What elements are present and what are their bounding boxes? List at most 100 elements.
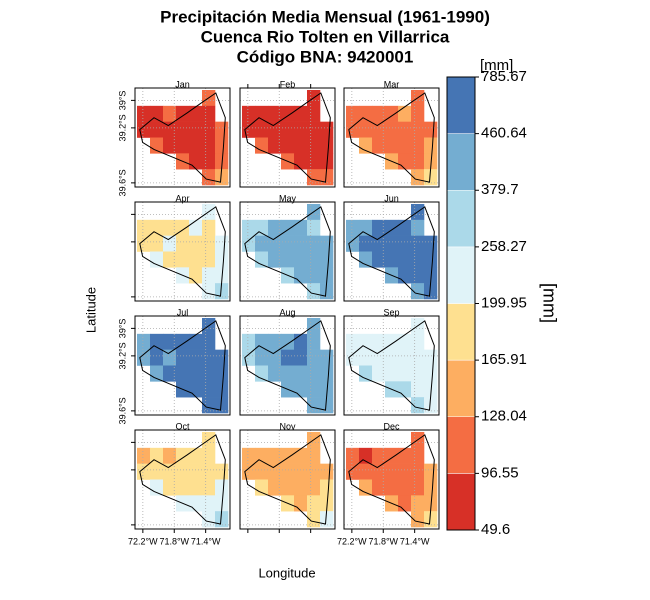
raster-cell: [202, 105, 216, 122]
raster-cell: [294, 219, 308, 236]
raster-cell: [294, 333, 308, 350]
raster-cell: [294, 479, 308, 496]
raster-cell: [372, 105, 386, 122]
raster-cell: [359, 365, 373, 382]
raster-cell: [255, 463, 269, 480]
raster-cell: [189, 447, 203, 464]
legend-label: 379.7: [481, 181, 519, 198]
basin-outline: [348, 320, 435, 411]
raster-cell: [294, 381, 308, 398]
raster-cell: [320, 495, 334, 512]
legend-label: 49.6: [481, 521, 510, 538]
x-tick-label: 71.4°W: [400, 536, 430, 546]
raster-cell: [424, 121, 438, 138]
raster-cell: [189, 219, 203, 236]
panel-title: Feb: [280, 79, 296, 89]
raster-cell: [372, 333, 386, 350]
raster-cell: [385, 349, 399, 366]
raster-cell: [398, 137, 412, 154]
basin-outline: [139, 434, 226, 525]
raster-cell: [150, 479, 164, 496]
raster-cell: [411, 267, 425, 284]
raster-cell: [189, 137, 203, 154]
panel-title: Oct: [175, 421, 190, 431]
y-tick-label: 39°S: [117, 91, 127, 111]
legend-label: 785.67: [481, 68, 527, 85]
x-tick-label: 72.2°W: [337, 536, 367, 546]
raster-cell: [163, 251, 177, 268]
raster-cell: [294, 365, 308, 382]
raster-cell: [189, 365, 203, 382]
raster-cell: [398, 381, 412, 398]
raster-cell: [150, 137, 164, 154]
raster-cell: [215, 153, 229, 170]
panel-border: [239, 87, 336, 188]
raster-cell: [359, 235, 373, 252]
title-line: Código BNA: 9420001: [237, 47, 414, 66]
legend-label: 96.55: [481, 464, 519, 481]
raster-cell: [189, 349, 203, 366]
raster-cell: [202, 381, 216, 398]
raster-cell: [281, 121, 295, 138]
basin-outline: [348, 206, 435, 297]
basin-outline: [139, 206, 226, 297]
raster-cell: [268, 137, 282, 154]
raster-cell: [411, 365, 425, 382]
raster-cell: [281, 479, 295, 496]
raster-cell: [176, 121, 190, 138]
title-line: Precipitación Media Mensual (1961-1990): [160, 7, 490, 26]
raster-cell: [294, 235, 308, 252]
raster-cell: [307, 121, 321, 138]
raster-cell: [359, 137, 373, 154]
y-tick-label: 39.2°S: [117, 342, 127, 369]
raster-cell: [137, 121, 151, 138]
raster-cell: [411, 105, 425, 122]
raster-cell: [268, 447, 282, 464]
raster-cell: [411, 463, 425, 480]
raster-cell: [281, 251, 295, 268]
raster-cell: [424, 267, 438, 284]
raster-cell: [215, 121, 229, 138]
raster-cell: [189, 479, 203, 496]
raster-cell: [372, 251, 386, 268]
raster-cell: [372, 479, 386, 496]
raster-cell: [137, 463, 151, 480]
raster-cell: [281, 365, 295, 382]
basin-outline: [139, 92, 226, 183]
raster-cell: [163, 447, 177, 464]
raster-cell: [411, 495, 425, 512]
raster-cell: [202, 365, 216, 382]
raster-cell: [398, 153, 412, 170]
raster-cell: [150, 235, 164, 252]
raster-cell: [202, 479, 216, 496]
legend-swatch: [446, 473, 476, 531]
panel-border: [343, 429, 440, 530]
raster-cell: [398, 365, 412, 382]
panel-border: [134, 201, 231, 302]
panel-border: [343, 201, 440, 302]
panel-title: Jul: [177, 307, 189, 317]
raster-cell: [255, 137, 269, 154]
raster-cell: [411, 251, 425, 268]
basin-outline: [139, 320, 226, 411]
raster-cell: [385, 121, 399, 138]
raster-cell: [372, 365, 386, 382]
raster-cell: [137, 333, 151, 350]
legend-title: [mm]: [539, 283, 559, 323]
raster-cell: [255, 365, 269, 382]
raster-cell: [202, 153, 216, 170]
raster-cell: [202, 137, 216, 154]
basin-outline: [348, 92, 435, 183]
raster-cell: [215, 349, 229, 366]
raster-cell: [424, 349, 438, 366]
raster-cell: [242, 463, 256, 480]
x-tick-label: 72.2°W: [128, 536, 158, 546]
panel-border: [134, 429, 231, 530]
x-tick-label: 71.8°W: [159, 536, 189, 546]
raster-cell: [346, 121, 360, 138]
basin-outline: [244, 206, 331, 297]
raster-cell: [320, 153, 334, 170]
raster-cell: [359, 349, 373, 366]
legend-swatch: [446, 133, 476, 191]
